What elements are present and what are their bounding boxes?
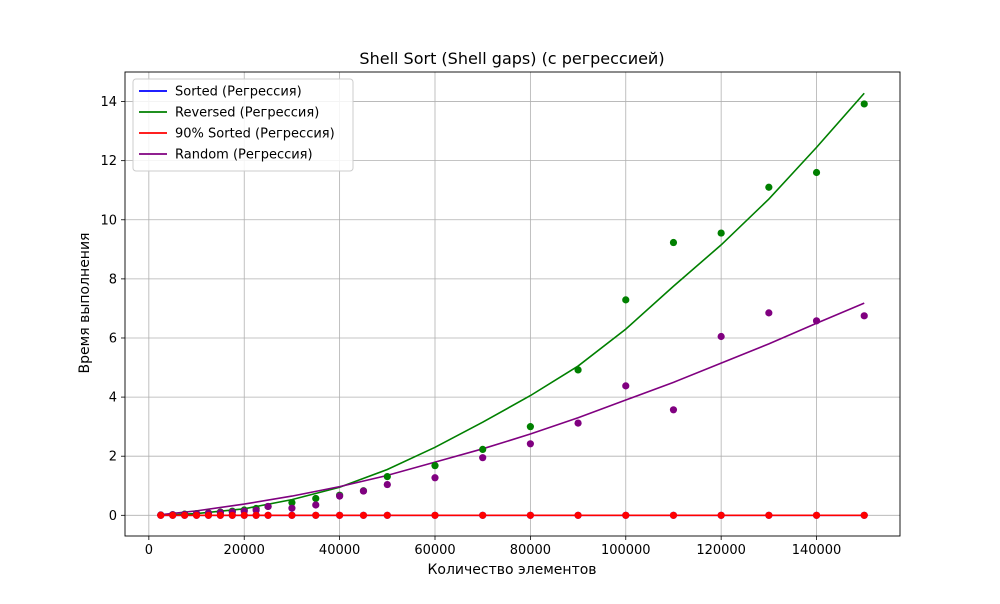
data-point	[622, 382, 630, 390]
x-tick-label: 80000	[510, 543, 551, 558]
data-point	[431, 474, 439, 482]
data-point	[622, 296, 630, 304]
legend-box	[132, 78, 354, 172]
y-tick-label: 0	[109, 509, 117, 524]
data-point	[860, 100, 868, 108]
y-tick-label: 4	[109, 391, 117, 406]
data-point	[526, 423, 534, 431]
data-point	[669, 511, 678, 519]
data-point	[431, 462, 439, 470]
y-tick-label: 14	[100, 95, 117, 110]
data-point	[765, 183, 773, 191]
data-point	[812, 511, 821, 519]
x-tick-label: 0	[145, 543, 153, 558]
data-point	[252, 506, 260, 514]
data-point	[669, 238, 678, 247]
data-point	[264, 511, 272, 519]
x-axis-label: Количество элементов	[427, 562, 596, 578]
data-point	[204, 511, 213, 519]
data-point	[860, 312, 868, 320]
y-tick-label: 10	[100, 213, 117, 228]
data-point	[812, 168, 821, 177]
data-point	[717, 511, 725, 519]
data-point	[383, 511, 391, 519]
data-point	[157, 511, 165, 519]
y-tick-label: 6	[109, 331, 117, 346]
data-point	[288, 511, 296, 519]
data-point	[359, 487, 368, 495]
data-point	[336, 511, 344, 519]
data-point	[479, 445, 487, 454]
grid	[125, 72, 900, 536]
chart-title: Shell Sort (Shell gaps) (с регрессией)	[359, 49, 664, 68]
data-point	[336, 492, 344, 500]
data-point	[526, 440, 534, 448]
data-point	[192, 511, 201, 519]
legend-label: Reversed (Регрессия)	[175, 106, 319, 121]
data-point	[860, 511, 868, 519]
data-point	[359, 511, 368, 519]
data-point	[765, 511, 773, 519]
legend-label: Random (Регрессия)	[175, 148, 313, 163]
legend-label: 90% Sorted (Регрессия)	[175, 127, 335, 142]
y-tick-label: 8	[109, 272, 117, 287]
plot-frame	[124, 71, 901, 537]
data-point	[431, 511, 439, 519]
data-point	[622, 511, 630, 519]
data-point	[312, 501, 320, 509]
data-point	[479, 454, 487, 462]
legend: Sorted (Регрессия) Reversed (Регрессия) 90…	[132, 78, 354, 172]
data-point	[574, 419, 582, 427]
data-point	[169, 511, 177, 519]
data-point	[669, 406, 678, 414]
x-tick-label: 100000	[601, 543, 651, 558]
data-point	[574, 366, 582, 374]
data-point	[288, 504, 296, 512]
x-tick-label: 60000	[414, 543, 455, 558]
data-point	[264, 502, 272, 511]
data-point	[312, 511, 320, 519]
data-point	[479, 511, 487, 519]
x-tick-label: 20000	[224, 543, 265, 558]
data-point	[812, 317, 821, 325]
x-tick-label: 40000	[319, 543, 360, 558]
x-tick-label: 120000	[696, 543, 746, 558]
legend-label: Sorted (Регрессия)	[175, 85, 302, 100]
data-point	[288, 499, 296, 507]
data-point	[383, 472, 391, 481]
data-point	[574, 511, 582, 519]
data-point	[383, 480, 391, 489]
data-point	[216, 511, 224, 519]
regression-line	[160, 302, 865, 516]
x-tick-label: 140000	[792, 543, 842, 558]
data-point	[526, 511, 534, 519]
data-point	[765, 309, 773, 317]
data-point	[717, 229, 725, 237]
y-tick-label: 12	[100, 154, 117, 169]
data-point	[252, 511, 260, 519]
data-point	[181, 511, 189, 519]
y-axis-label: Время выполнения	[77, 233, 93, 374]
data-point	[312, 494, 320, 503]
data-point	[240, 511, 248, 519]
data-point	[717, 332, 725, 341]
data-point	[228, 511, 236, 519]
y-tick-label: 2	[109, 450, 117, 465]
